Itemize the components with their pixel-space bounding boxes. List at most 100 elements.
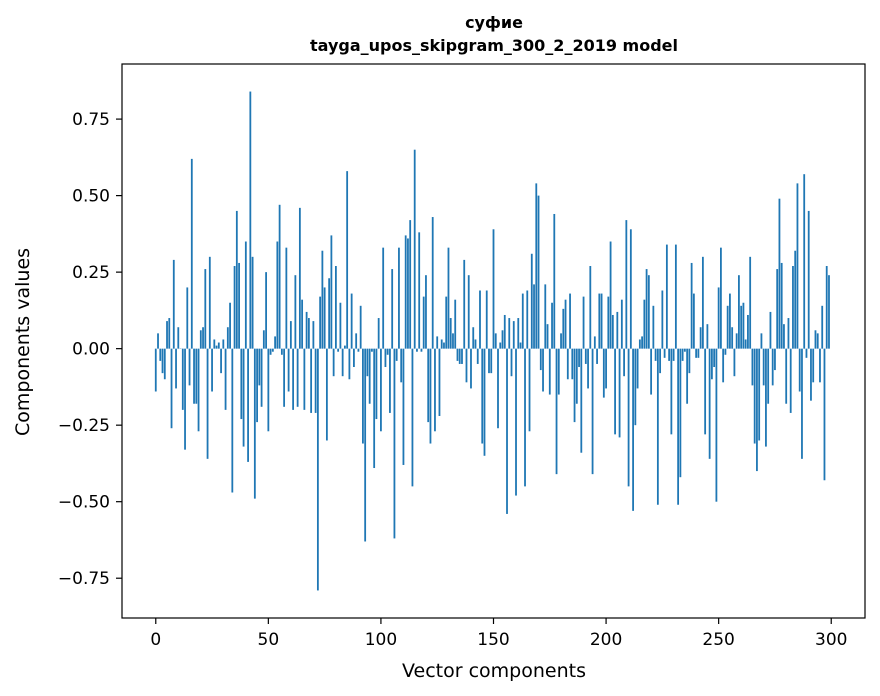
bar-component-207: [620, 299, 623, 349]
bar-component-167: [530, 253, 533, 349]
bar-component-160: [515, 348, 517, 496]
bar-component-270: [762, 348, 765, 386]
bar-component-89: [355, 333, 358, 349]
bar-component-90: [357, 348, 360, 352]
bar-component-94: [366, 348, 369, 377]
bar-component-250: [717, 287, 720, 349]
bar-component-97: [373, 348, 376, 469]
bar-component-128: [443, 342, 445, 349]
bar-component-268: [758, 348, 761, 441]
y-axis-ticks: −0.75 −0.50 −0.25 0.00 0.25 0.50 0.75: [58, 110, 122, 589]
bar-component-232: [677, 348, 680, 505]
x-tick-label: 300: [815, 630, 847, 650]
bar-component-253: [724, 348, 727, 355]
bar-component-28: [217, 342, 220, 349]
bar-component-108: [398, 247, 400, 349]
x-axis-label: Vector components: [402, 660, 586, 682]
bar-component-88: [353, 348, 355, 368]
bar-component-23: [206, 348, 209, 459]
bar-component-236: [686, 348, 689, 404]
bar-component-204: [614, 348, 616, 435]
bar-component-180: [560, 333, 562, 349]
bar-component-4: [163, 348, 166, 380]
bar-component-230: [672, 348, 675, 361]
bar-component-22: [204, 269, 207, 349]
bar-component-145: [481, 348, 484, 444]
bar-component-107: [395, 348, 398, 361]
bar-component-295: [819, 348, 821, 383]
bar-component-159: [512, 321, 515, 349]
bar-component-147: [485, 290, 488, 349]
bar-component-44: [253, 348, 256, 499]
bar-component-190: [582, 296, 585, 349]
bar-component-156: [506, 348, 508, 514]
bar-component-231: [674, 244, 677, 349]
bar-component-113: [409, 220, 412, 349]
bar-component-56: [280, 348, 283, 355]
bar-component-228: [668, 348, 671, 361]
x-tick-label: 250: [702, 630, 734, 650]
bar-component-5: [166, 321, 168, 349]
bar-component-151: [494, 333, 497, 349]
bar-component-179: [557, 348, 560, 395]
bar-component-71: [314, 348, 317, 413]
bar-component-216: [641, 336, 643, 349]
bar-component-267: [756, 348, 758, 472]
bar-component-233: [679, 348, 682, 478]
bar-component-251: [720, 247, 722, 349]
bar-component-103: [386, 348, 389, 355]
bar-component-125: [436, 336, 439, 349]
bar-component-24: [208, 256, 211, 349]
bar-component-275: [774, 348, 776, 371]
bar-component-212: [632, 348, 634, 511]
bar-component-51: [269, 348, 272, 355]
bar-component-10: [177, 327, 180, 349]
bar-component-173: [544, 284, 547, 349]
bar-component-185: [571, 348, 574, 380]
bar-component-214: [636, 348, 639, 389]
bar-component-79: [332, 348, 335, 377]
bar-component-192: [587, 348, 589, 389]
bar-component-152: [497, 348, 499, 429]
bar-component-191: [584, 348, 587, 364]
bar-component-104: [389, 348, 391, 413]
bar-component-280: [785, 348, 788, 404]
bar-component-16: [190, 158, 193, 349]
bar-component-14: [186, 287, 189, 349]
bar-component-57: [283, 348, 286, 407]
bar-component-110: [402, 348, 405, 465]
bar-component-115: [413, 149, 416, 349]
bar-component-229: [670, 348, 673, 435]
bar-component-32: [226, 327, 229, 349]
bar-component-196: [596, 348, 598, 364]
bar-component-215: [638, 339, 641, 349]
bar-component-162: [519, 342, 522, 349]
bar-component-203: [611, 314, 614, 349]
bar-component-245: [706, 324, 709, 349]
bar-component-142: [474, 339, 477, 349]
bar-component-195: [593, 336, 596, 349]
bar-component-286: [798, 348, 801, 392]
bar-component-140: [470, 348, 472, 389]
bar-component-148: [488, 348, 490, 374]
bar-component-96: [371, 348, 373, 352]
bar-component-186: [573, 348, 576, 423]
bar-component-164: [524, 348, 526, 487]
bar-component-258: [735, 333, 738, 349]
bar-component-172: [542, 348, 544, 392]
bar-component-116: [416, 348, 418, 352]
bar-component-274: [771, 348, 774, 386]
bar-component-201: [607, 296, 610, 349]
bar-component-76: [325, 348, 328, 441]
bar-component-124: [434, 348, 436, 432]
bar-component-109: [400, 348, 403, 383]
chart-title: суфие: [465, 13, 523, 32]
bar-component-161: [517, 318, 520, 349]
bar-component-141: [472, 327, 475, 349]
bar-component-80: [334, 266, 337, 349]
bar-component-1: [157, 333, 159, 349]
bar-component-217: [643, 299, 646, 349]
bar-component-174: [546, 324, 549, 349]
bar-component-235: [683, 348, 686, 352]
bar-component-105: [391, 269, 394, 349]
